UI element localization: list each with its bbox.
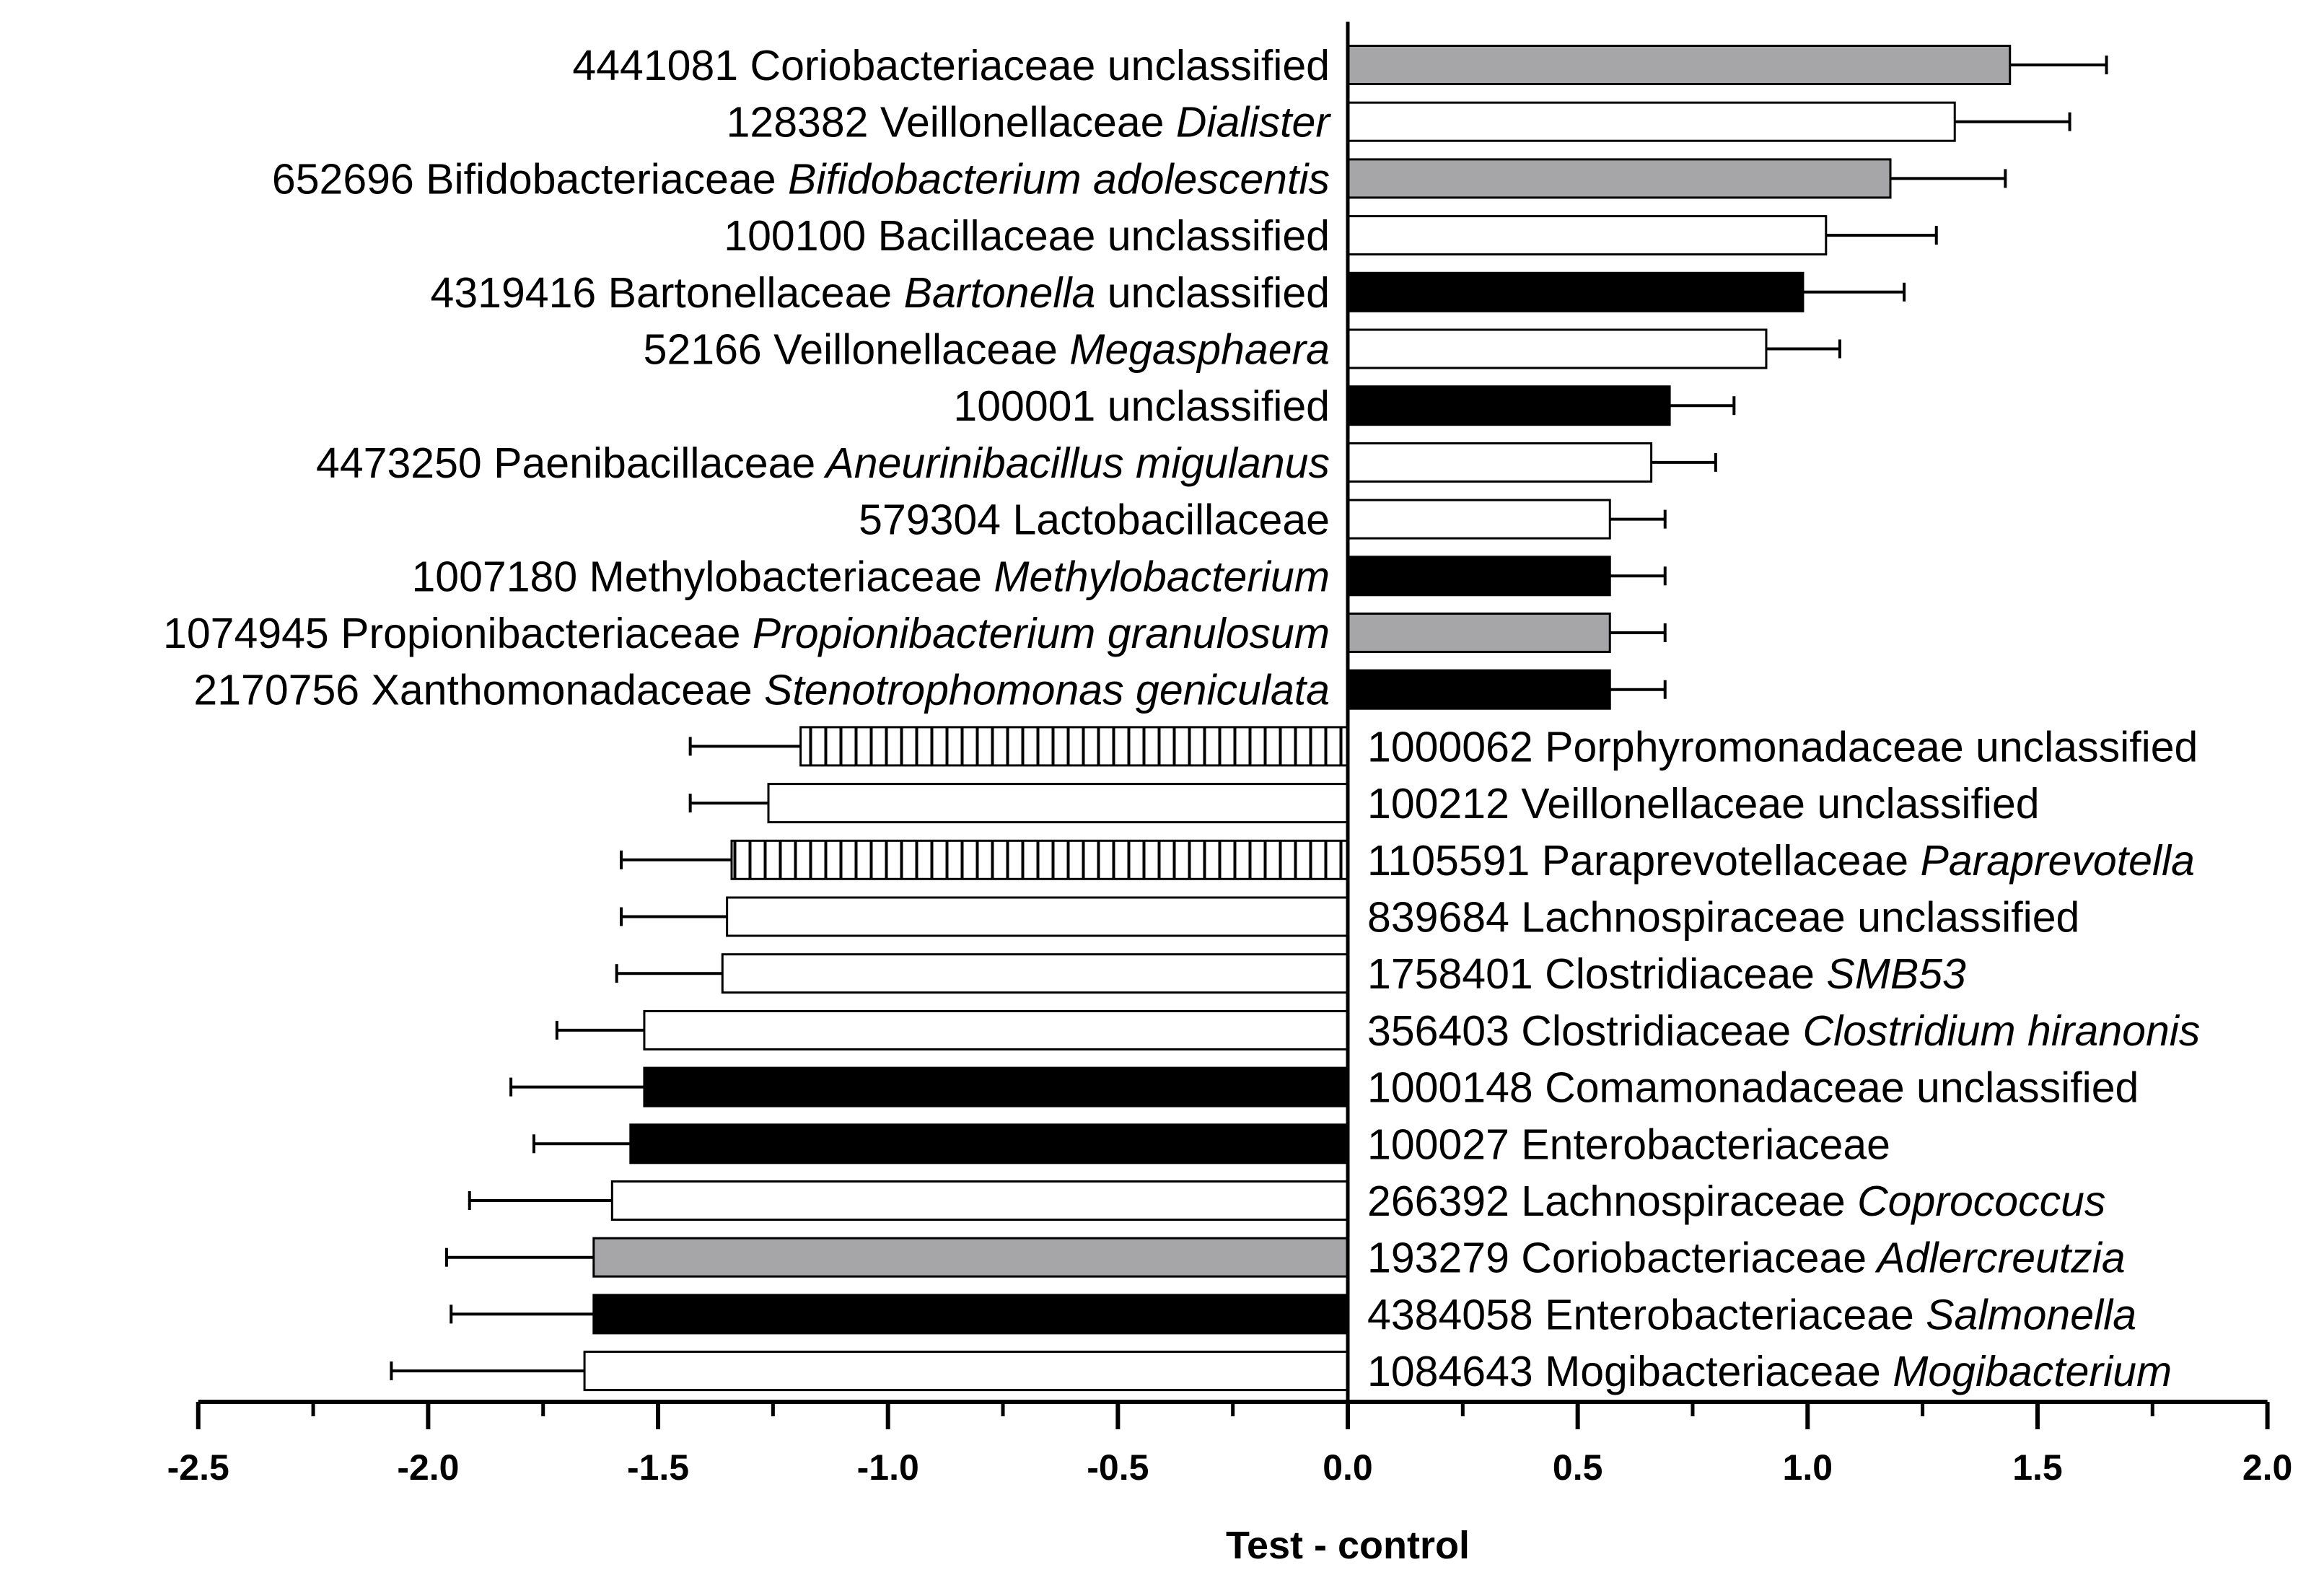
bar-1007180	[1346, 556, 1611, 597]
bar-100027	[629, 1123, 1349, 1164]
category-label-1007180: 1007180 Methylobacteriaceae Methylobacte…	[411, 553, 1330, 600]
bar-839684	[726, 896, 1349, 937]
bar-128382	[1346, 101, 1956, 142]
category-label-100212: 100212 Veillonellaceae unclassified	[1367, 780, 2040, 828]
error-bar-1084643	[390, 1361, 585, 1381]
bar-1758401	[721, 953, 1349, 994]
bar-100100	[1346, 215, 1828, 256]
bar-1074945	[1346, 613, 1611, 653]
category-label-100001: 100001 unclassified	[953, 382, 1330, 430]
category-label-4319416: 4319416 Bartonellaceae Bartonella unclas…	[431, 269, 1330, 317]
bar-4319416	[1346, 271, 1805, 312]
category-label-266392: 266392 Lachnospiraceae Coprococcus	[1367, 1177, 2105, 1225]
error-bar-100001	[1670, 396, 1736, 416]
bar-1084643	[583, 1351, 1349, 1392]
category-label-839684: 839684 Lachnospiraceae unclassified	[1367, 894, 2079, 942]
x-tick-label: -0.5	[1087, 1447, 1149, 1488]
category-label-652696: 652696 Bifidobacteriaceae Bifidobacteriu…	[272, 155, 1330, 203]
error-bar-4384058	[450, 1304, 594, 1324]
x-axis: -2.5 -2.0 -1.5 -1.0 -0.5 0.0 0.5 1.0 1.5 2.0	[167, 22, 2293, 1488]
error-bar-100100	[1825, 226, 1938, 245]
bar-356403	[643, 1009, 1349, 1050]
bar-100001	[1346, 385, 1671, 426]
error-bars-group	[390, 56, 2108, 1381]
bar-4441081	[1346, 45, 2012, 85]
error-bar-1074945	[1610, 623, 1667, 642]
category-label-4441081: 4441081 Coriobacteriaceae unclassified	[572, 42, 1330, 89]
bar-1000062	[799, 726, 1349, 767]
category-label-2170756: 2170756 Xanthomonadaceae Stenotrophomona…	[193, 667, 1330, 714]
bar-652696	[1346, 158, 1892, 199]
category-label-1084643: 1084643 Mogibacteriaceae Mogibacterium	[1367, 1348, 2172, 1395]
bars-group	[583, 45, 2012, 1392]
bar-193279	[592, 1237, 1349, 1278]
category-label-1000148: 1000148 Comamonadaceae unclassified	[1367, 1064, 2139, 1112]
error-bar-579304	[1610, 509, 1667, 529]
category-label-1000062: 1000062 Porphyromonadaceae unclassified	[1367, 723, 2198, 771]
category-label-356403: 356403 Clostridiaceae Clostridium hirano…	[1367, 1007, 2200, 1055]
bar-266392	[610, 1180, 1349, 1221]
category-label-100027: 100027 Enterobacteriaceae	[1367, 1120, 1890, 1168]
x-tick-label: 2.0	[2242, 1447, 2293, 1488]
error-bar-4441081	[2009, 56, 2108, 74]
error-bar-193279	[444, 1247, 594, 1267]
category-label-4384058: 4384058 Enterobacteriaceae Salmonella	[1367, 1291, 2136, 1338]
error-bar-128382	[1955, 112, 2071, 131]
x-axis-title: Test - control	[1226, 1524, 1470, 1567]
bar-4473250	[1346, 442, 1653, 483]
category-label-128382: 128382 Veillonellaceae Dialister	[727, 99, 1332, 146]
x-tick-label: -1.0	[857, 1447, 919, 1488]
bar-1000148	[643, 1066, 1349, 1107]
error-bar-266392	[468, 1191, 613, 1210]
category-label-1758401: 1758401 Clostridiaceae SMB53	[1367, 950, 1966, 998]
error-bar-1105591	[620, 850, 732, 869]
error-bar-1000062	[688, 737, 801, 756]
error-bar-652696	[1890, 169, 2007, 188]
x-tick-label: 0.0	[1323, 1447, 1373, 1488]
error-bar-356403	[555, 1020, 644, 1040]
category-label-579304: 579304 Lactobacillaceae	[859, 496, 1330, 544]
error-bar-1758401	[615, 964, 723, 983]
category-label-4473250: 4473250 Paenibacillaceae Aneurinibacillu…	[316, 439, 1330, 487]
x-tick-label: -2.0	[397, 1447, 459, 1488]
error-bar-4473250	[1651, 452, 1717, 472]
error-bar-100212	[688, 794, 769, 813]
category-label-193279: 193279 Coriobacteriaceae Adlercreutzia	[1367, 1234, 2126, 1282]
category-label-52166: 52166 Veillonellaceae Megasphaera	[644, 326, 1330, 374]
bar-2170756	[1346, 669, 1611, 710]
error-bar-4319416	[1802, 282, 1906, 302]
bar-1105591	[730, 839, 1349, 880]
bar-52166	[1346, 328, 1768, 369]
category-label-1074945: 1074945 Propionibacteriaceae Propionibac…	[163, 610, 1330, 657]
error-bar-100027	[532, 1134, 631, 1154]
x-tick-label: -2.5	[167, 1447, 229, 1488]
x-tick-label: 1.5	[2012, 1447, 2063, 1488]
x-tick-label: -1.5	[627, 1447, 689, 1488]
bar-100212	[767, 783, 1349, 824]
error-bar-2170756	[1610, 680, 1667, 699]
category-label-1105591: 1105591 Paraprevotellaceae Paraprevotell…	[1367, 837, 2195, 885]
x-tick-label: 1.0	[1783, 1447, 1833, 1488]
error-bar-1007180	[1610, 566, 1667, 586]
bar-579304	[1346, 499, 1611, 540]
bar-4384058	[592, 1294, 1349, 1335]
category-label-100100: 100100 Bacillaceae unclassified	[724, 212, 1330, 260]
error-bar-839684	[620, 907, 727, 926]
error-bar-1000148	[509, 1077, 644, 1097]
error-bar-52166	[1766, 339, 1841, 359]
x-tick-label: 0.5	[1553, 1447, 1603, 1488]
category-labels-group: 4441081 Coriobacteriaceae unclassified 12…	[163, 42, 2200, 1395]
